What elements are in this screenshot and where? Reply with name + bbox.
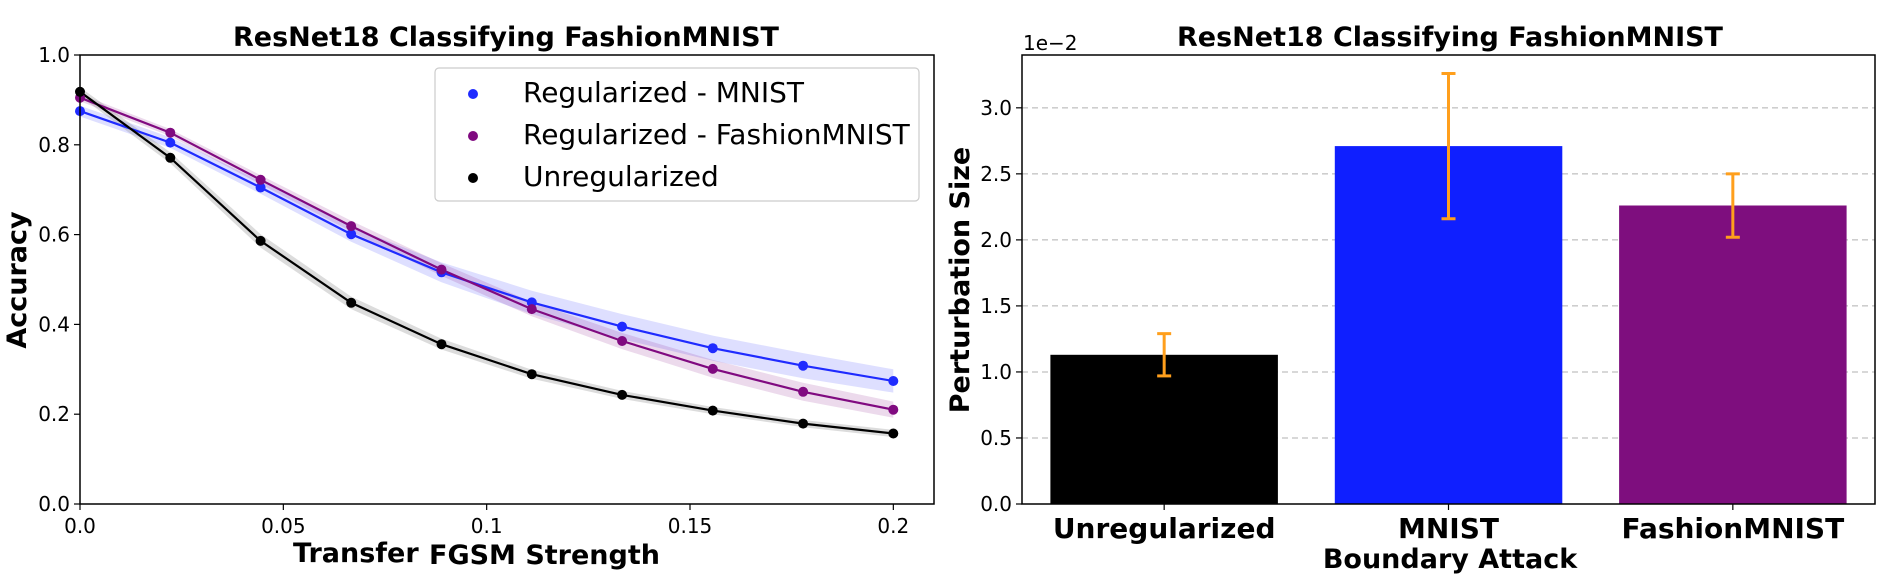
point-unregularized bbox=[888, 428, 899, 439]
error-bar-fashionmnist bbox=[1725, 172, 1740, 239]
y-axis-ticks: 0.0 0.2 0.4 0.6 0.8 1.0 bbox=[38, 43, 80, 516]
y-tick-label: 1.0 bbox=[980, 360, 1012, 384]
y-tick-label: 0.8 bbox=[38, 133, 70, 157]
y-offset-label: 1e−2 bbox=[1023, 31, 1078, 55]
y-tick-label: 1.5 bbox=[980, 294, 1012, 318]
y-tick-label: 2.5 bbox=[980, 162, 1012, 186]
point-unregularized bbox=[617, 389, 628, 400]
point-regularized-fashionmnist bbox=[707, 363, 718, 374]
point-regularized-mnist bbox=[888, 376, 899, 386]
y-tick-label: 2.0 bbox=[980, 228, 1012, 252]
y-axis-label: Accuracy bbox=[2, 211, 33, 349]
point-regularized-mnist bbox=[255, 182, 266, 193]
series-line-regularized-mnist bbox=[79, 110, 894, 383]
x-axis-label: Boundary Attack bbox=[1323, 544, 1578, 575]
point-regularized-mnist bbox=[707, 343, 718, 354]
legend-label-regularized-mnist: Regularized - MNIST bbox=[523, 76, 805, 109]
bar-unregularized bbox=[1050, 354, 1278, 504]
perturbation-bar-chart: ResNet18 Classifying FashionMNIST 0.0 0.5… bbox=[945, 22, 1876, 575]
y-tick-label: 0.6 bbox=[38, 223, 70, 247]
x-axis-label-prefix: Transfer bbox=[293, 538, 419, 569]
x-tick-label: 0.1 bbox=[471, 514, 503, 538]
point-regularized-mnist bbox=[617, 321, 628, 332]
y-axis-ticks: 0.0 0.5 1.0 1.5 2.0 2.5 3.0 bbox=[980, 96, 1022, 516]
y-tick-label: 3.0 bbox=[980, 96, 1012, 120]
point-regularized-mnist bbox=[346, 229, 357, 240]
legend-label-unregularized: Unregularized bbox=[523, 160, 719, 193]
point-unregularized bbox=[798, 418, 809, 429]
bar-fashionmnist bbox=[1619, 205, 1847, 504]
left-chart-title: ResNet18 Classifying FashionMNIST bbox=[233, 22, 780, 53]
band-regularized-mnist bbox=[80, 105, 894, 393]
y-tick-label: 1.0 bbox=[38, 43, 70, 67]
x-axis-ticks: 0.0 0.05 0.1 0.15 0.2 bbox=[64, 504, 909, 538]
point-regularized-fashionmnist bbox=[798, 386, 809, 397]
point-unregularized bbox=[707, 405, 718, 416]
point-unregularized bbox=[165, 152, 176, 163]
x-tick-label: 0.0 bbox=[64, 514, 96, 538]
point-unregularized bbox=[346, 297, 357, 308]
x-tick-label: 0.15 bbox=[668, 514, 713, 538]
legend-marker-regularized-mnist bbox=[468, 89, 478, 99]
point-unregularized bbox=[255, 235, 266, 246]
category-label: FashionMNIST bbox=[1621, 512, 1844, 545]
category-label: MNIST bbox=[1398, 512, 1499, 545]
error-bar-unregularized bbox=[1157, 332, 1172, 378]
legend: Regularized - MNIST Regularized - Fashio… bbox=[434, 67, 920, 202]
y-tick-label: 0.5 bbox=[980, 426, 1012, 450]
legend-label-regularized-fashionmnist: Regularized - FashionMNIST bbox=[523, 118, 911, 151]
left-plot-frame bbox=[79, 54, 935, 505]
x-tick-label: 0.05 bbox=[261, 514, 306, 538]
point-regularized-fashionmnist bbox=[436, 264, 447, 275]
point-regularized-fashionmnist bbox=[617, 336, 628, 346]
point-regularized-fashionmnist bbox=[346, 221, 357, 232]
point-regularized-fashionmnist bbox=[526, 304, 537, 315]
series-lines bbox=[79, 90, 894, 435]
accuracy-line-chart: ResNet18 Classifying FashionMNIST 0.0 0.0… bbox=[2, 22, 935, 571]
point-unregularized bbox=[526, 369, 537, 380]
error-bars bbox=[1157, 71, 1740, 378]
x-axis-label: FGSM Strength bbox=[429, 540, 660, 571]
y-tick-label: 0.2 bbox=[38, 402, 70, 426]
confidence-bands bbox=[80, 87, 894, 438]
legend-marker-regularized-fashionmnist bbox=[468, 131, 478, 141]
legend-box bbox=[434, 67, 920, 202]
category-ticks: Unregularized MNIST FashionMNIST bbox=[1053, 504, 1844, 545]
y-tick-label: 0.4 bbox=[38, 312, 70, 336]
point-regularized-mnist bbox=[165, 137, 176, 148]
legend-marker-unregularized bbox=[468, 173, 478, 183]
y-tick-label: 0.0 bbox=[38, 492, 70, 516]
category-label: Unregularized bbox=[1053, 512, 1276, 545]
point-regularized-fashionmnist bbox=[255, 174, 266, 185]
point-regularized-mnist bbox=[798, 360, 809, 371]
band-regularized-fashionmnist bbox=[80, 94, 894, 418]
series-line-unregularized bbox=[79, 90, 894, 435]
right-chart-title: ResNet18 Classifying FashionMNIST bbox=[1177, 22, 1724, 53]
point-unregularized bbox=[436, 339, 447, 350]
series-line-regularized-fashionmnist bbox=[79, 96, 894, 411]
point-regularized-fashionmnist bbox=[888, 404, 899, 415]
y-axis-label: Perturbation Size bbox=[945, 147, 976, 413]
error-bar-mnist bbox=[1441, 71, 1456, 221]
y-tick-label: 0.0 bbox=[980, 492, 1012, 516]
x-tick-label: 0.2 bbox=[877, 514, 909, 538]
point-regularized-fashionmnist bbox=[165, 127, 176, 138]
